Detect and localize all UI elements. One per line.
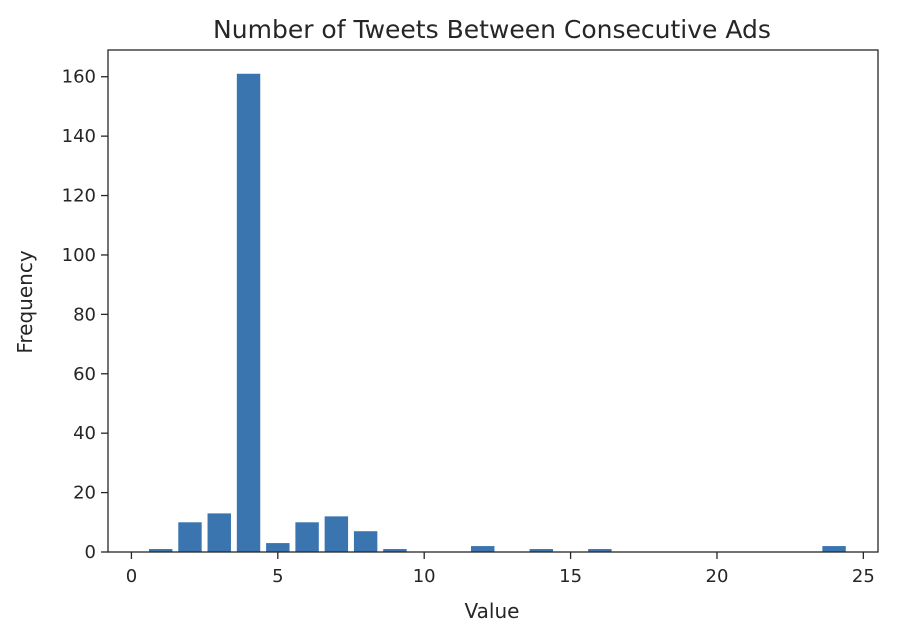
y-tick-label: 100 — [62, 245, 96, 266]
bar-12 — [471, 546, 495, 552]
bar-5 — [266, 543, 290, 552]
bar-9 — [383, 549, 407, 552]
y-tick-label: 120 — [62, 186, 96, 207]
y-tick-label: 160 — [62, 67, 96, 88]
bar-24 — [822, 546, 846, 552]
x-tick-label: 5 — [272, 566, 283, 587]
bar-6 — [295, 522, 319, 552]
y-tick-label: 20 — [73, 483, 96, 504]
x-tick-label: 25 — [852, 566, 875, 587]
chart-title: Number of Tweets Between Consecutive Ads — [213, 15, 771, 44]
y-tick-label: 80 — [73, 304, 96, 325]
bar-2 — [178, 522, 202, 552]
x-axis-label: Value — [465, 599, 520, 623]
bar-1 — [148, 549, 173, 552]
x-tick-label: 15 — [559, 566, 582, 587]
x-axis-ticks: 0 5 10 15 20 25 — [126, 552, 875, 587]
y-tick-label: 40 — [73, 423, 96, 444]
y-axis-label: Frequency — [13, 250, 37, 353]
plot-frame — [107, 49, 879, 553]
x-tick-label: 10 — [413, 566, 436, 587]
y-tick-label: 60 — [73, 364, 96, 385]
bar-4 — [236, 73, 261, 552]
y-tick-label: 140 — [62, 126, 96, 147]
bar-8 — [353, 531, 378, 552]
bar-7 — [324, 516, 349, 552]
bars — [148, 73, 846, 552]
bar-16 — [588, 549, 612, 552]
bar-3 — [207, 513, 231, 552]
x-tick-label: 20 — [706, 566, 729, 587]
y-axis-ticks: 0 20 40 60 80 100 120 140 160 — [62, 67, 108, 563]
x-tick-label: 0 — [126, 566, 137, 587]
bar-14 — [529, 549, 554, 552]
y-tick-label: 0 — [85, 542, 96, 563]
